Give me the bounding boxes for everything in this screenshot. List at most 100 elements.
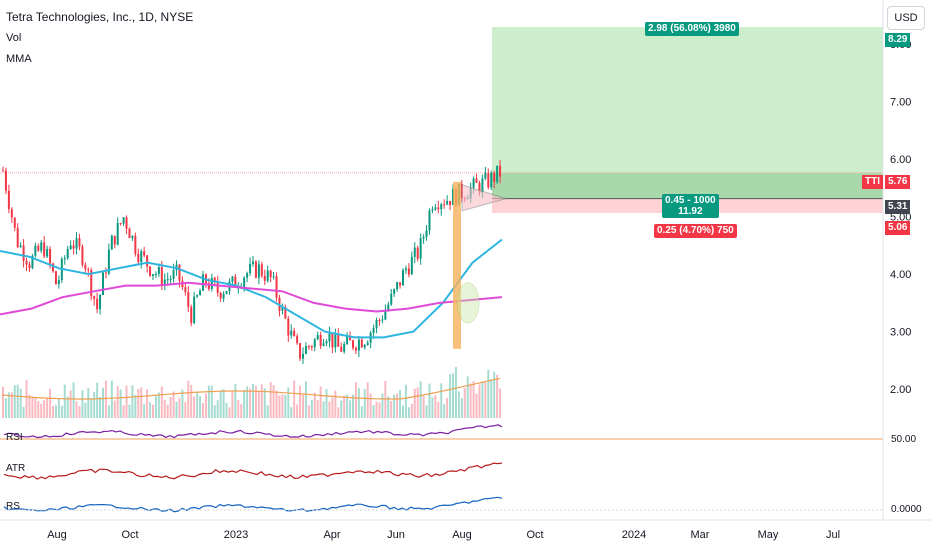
candle-body: [31, 255, 34, 269]
candle-body: [113, 235, 116, 245]
candle-body: [299, 343, 302, 359]
volume-bar: [472, 381, 475, 418]
candle-body: [66, 248, 69, 259]
candle-body: [437, 207, 440, 210]
position-zones[interactable]: [0, 27, 883, 214]
candle-body: [57, 279, 60, 285]
volume-bar: [128, 404, 131, 418]
volume-bar: [246, 386, 249, 418]
candle-body: [213, 277, 216, 282]
volume-bar: [457, 391, 460, 418]
mma-legend[interactable]: MMA: [6, 53, 32, 65]
candle-body: [234, 276, 237, 288]
candle-body: [449, 200, 452, 206]
candle-body: [243, 277, 246, 287]
drawings[interactable]: [453, 181, 508, 349]
volume-bar: [119, 389, 122, 418]
rs-line: [3, 496, 503, 513]
candle-body: [343, 344, 346, 352]
volume-bar: [237, 399, 240, 418]
candle-body: [125, 217, 128, 229]
vol-legend[interactable]: Vol: [6, 32, 22, 44]
rs-pane-label[interactable]: RS: [6, 501, 20, 512]
candle-body: [334, 334, 337, 348]
candle-body: [207, 283, 210, 289]
volume-bar: [166, 404, 169, 418]
volume-bar: [25, 380, 28, 418]
candle-body: [152, 274, 154, 276]
volume-bar: [40, 403, 43, 418]
candle-body: [4, 170, 7, 191]
volume-bar: [116, 385, 119, 418]
volume-bar: [60, 405, 63, 418]
volume-bar: [304, 381, 307, 418]
candle-body: [266, 270, 269, 281]
volume-bar: [7, 392, 10, 418]
candle-body: [216, 281, 219, 293]
candle-body: [25, 260, 28, 265]
candle-body: [154, 273, 157, 275]
volume-bar: [349, 400, 352, 418]
atr-pane-label[interactable]: ATR: [6, 463, 26, 474]
candle-body: [34, 245, 37, 256]
volume-bar: [131, 385, 134, 418]
volume-bar: [463, 388, 466, 418]
candle-body: [222, 293, 225, 299]
x-tick-label: Aug: [47, 529, 67, 541]
volume-bar: [484, 382, 487, 418]
volume-bar: [475, 393, 478, 418]
candle-body: [149, 266, 152, 276]
volume-bar: [316, 400, 319, 418]
candle-body: [319, 335, 322, 346]
candle-body: [184, 287, 187, 293]
volume-bar: [337, 407, 340, 418]
volume-bar: [460, 398, 463, 418]
candle-body: [352, 340, 354, 348]
candle-body: [493, 172, 496, 182]
volume-bar: [90, 398, 93, 418]
volume-bar: [257, 392, 260, 418]
candle-body: [363, 344, 366, 348]
indicator-panes: [0, 424, 883, 513]
candle-body: [431, 209, 434, 211]
volume-bars: [1, 366, 502, 418]
candle-body: [316, 335, 319, 340]
candle-body: [313, 339, 316, 348]
currency-button[interactable]: USD: [887, 6, 925, 30]
volume-bar: [437, 401, 440, 418]
candle-body: [396, 282, 399, 290]
candle-body: [143, 251, 146, 256]
symbol-title[interactable]: Tetra Technologies, Inc., 1D, NYSE: [6, 10, 194, 24]
candle-body: [81, 246, 84, 265]
volume-bar: [369, 393, 372, 418]
candle-body: [93, 296, 96, 299]
candle-body: [287, 318, 290, 336]
volume-bar: [299, 385, 302, 418]
x-tick-label: Apr: [323, 529, 340, 541]
volume-bar: [260, 384, 263, 418]
volume-bar: [449, 374, 452, 418]
volume-bar: [287, 387, 290, 418]
volume-bar: [334, 390, 337, 418]
candle-body: [404, 268, 407, 271]
ticker-tag: TTI: [862, 175, 883, 189]
x-tick-label: Oct: [121, 529, 138, 541]
volume-bar: [72, 382, 75, 418]
candle-body: [252, 261, 254, 265]
volume-bar: [375, 401, 378, 418]
volume-bar: [228, 407, 231, 418]
rsi-level-label: 50.00: [891, 434, 917, 445]
x-tick-label: Jun: [387, 529, 405, 541]
candle-body: [246, 273, 249, 278]
candle-body: [254, 261, 257, 278]
volume-bar: [404, 384, 407, 418]
candle-body: [75, 238, 78, 249]
candle-body: [231, 276, 234, 282]
candle-body: [366, 342, 369, 345]
volume-bar: [422, 395, 425, 418]
candle-body: [202, 274, 204, 291]
rsi-pane-label[interactable]: RSI: [6, 432, 23, 443]
volume-bar: [243, 390, 246, 418]
volume-bar: [478, 384, 481, 418]
